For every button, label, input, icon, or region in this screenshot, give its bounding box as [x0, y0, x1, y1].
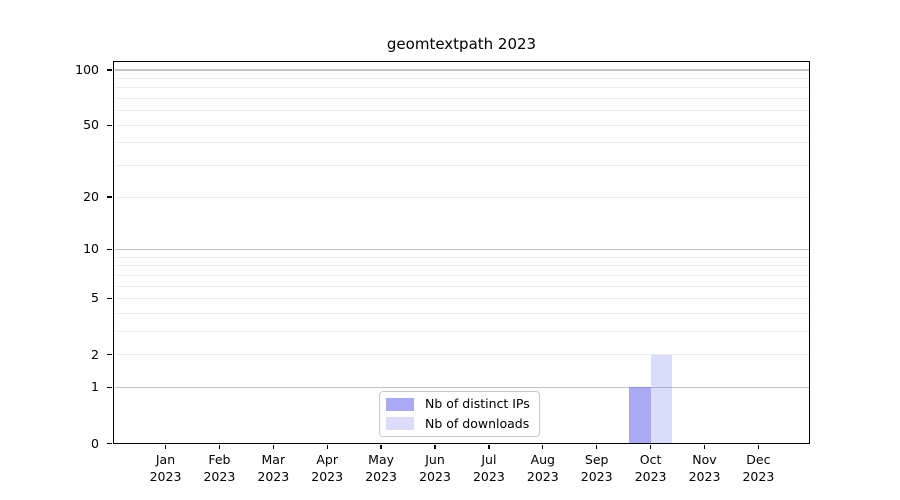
x-tick-label: Apr 2023 — [311, 452, 344, 484]
minor-gridline — [114, 110, 809, 112]
bar-distinct-ips — [629, 387, 651, 444]
x-tick-mark — [703, 444, 706, 449]
minor-gridline — [114, 77, 809, 79]
x-tick-mark — [164, 444, 167, 449]
x-tick-mark — [434, 444, 436, 449]
y-tick-label: 0 — [91, 435, 99, 451]
x-tick-mark — [218, 444, 221, 449]
x-tick-label: Aug 2023 — [526, 452, 559, 484]
x-tick-mark — [649, 444, 652, 449]
x-tick-label: Jun 2023 — [419, 452, 451, 484]
minor-gridline — [114, 124, 809, 126]
y-tick-label: 2 — [91, 346, 99, 362]
minor-gridline — [114, 165, 809, 167]
plot-area-border — [113, 61, 810, 444]
minor-gridline — [114, 274, 809, 276]
minor-gridline — [114, 98, 809, 100]
minor-gridline — [114, 142, 809, 144]
x-tick-label: Mar 2023 — [257, 452, 290, 484]
minor-gridline — [114, 256, 809, 258]
minor-gridline — [114, 312, 809, 314]
y-tick-mark — [107, 248, 112, 251]
minor-gridline — [114, 196, 809, 198]
major-gridline — [114, 69, 809, 71]
x-tick-label: Jul 2023 — [472, 452, 505, 484]
y-tick-mark — [107, 386, 112, 389]
major-gridline — [114, 386, 809, 389]
legend-item: Nb of distinct IPs — [386, 396, 530, 412]
x-tick-mark — [542, 444, 544, 449]
y-tick-label: 5 — [91, 290, 99, 306]
legend: Nb of distinct IPs Nb of downloads — [379, 391, 540, 437]
y-tick-label: 50 — [83, 117, 99, 133]
minor-gridline — [114, 297, 809, 299]
x-tick-mark — [757, 444, 760, 449]
x-tick-label: Sep 2023 — [580, 452, 613, 484]
minor-gridline — [114, 285, 809, 287]
x-tick-mark — [380, 444, 382, 449]
x-tick-mark — [326, 444, 328, 449]
legend-label: Nb of distinct IPs — [425, 396, 530, 411]
y-tick-mark — [107, 69, 112, 71]
y-tick-mark — [107, 124, 112, 126]
minor-gridline — [114, 354, 809, 356]
legend-item: Nb of downloads — [386, 415, 530, 432]
y-tick-mark — [107, 297, 112, 300]
x-tick-label: Nov 2023 — [688, 452, 721, 484]
major-gridline — [114, 248, 809, 251]
x-tick-label: Feb 2023 — [203, 452, 236, 484]
minor-gridline — [114, 330, 809, 332]
y-tick-label: 100 — [75, 62, 99, 77]
x-tick-mark — [272, 444, 274, 449]
minor-gridline — [114, 87, 809, 89]
legend-swatch-icon — [386, 417, 414, 431]
legend-label: Nb of downloads — [425, 415, 530, 431]
x-tick-label: May 2023 — [365, 452, 397, 484]
bar-downloads — [650, 354, 673, 444]
y-tick-label: 10 — [83, 241, 99, 257]
x-tick-mark — [488, 444, 490, 449]
y-tick-label: 1 — [91, 379, 99, 395]
x-tick-label: Oct 2023 — [634, 452, 667, 484]
chart-title: geomtextpath 2023 — [386, 35, 537, 53]
x-tick-label: Dec 2023 — [742, 452, 775, 484]
legend-swatch-icon — [386, 397, 414, 411]
minor-gridline — [114, 265, 809, 267]
y-tick-label: 20 — [83, 189, 99, 205]
x-tick-label: Jan 2023 — [149, 452, 182, 484]
y-tick-mark — [107, 442, 112, 445]
y-tick-mark — [107, 353, 112, 356]
x-tick-mark — [596, 444, 598, 449]
y-tick-mark — [107, 196, 112, 198]
